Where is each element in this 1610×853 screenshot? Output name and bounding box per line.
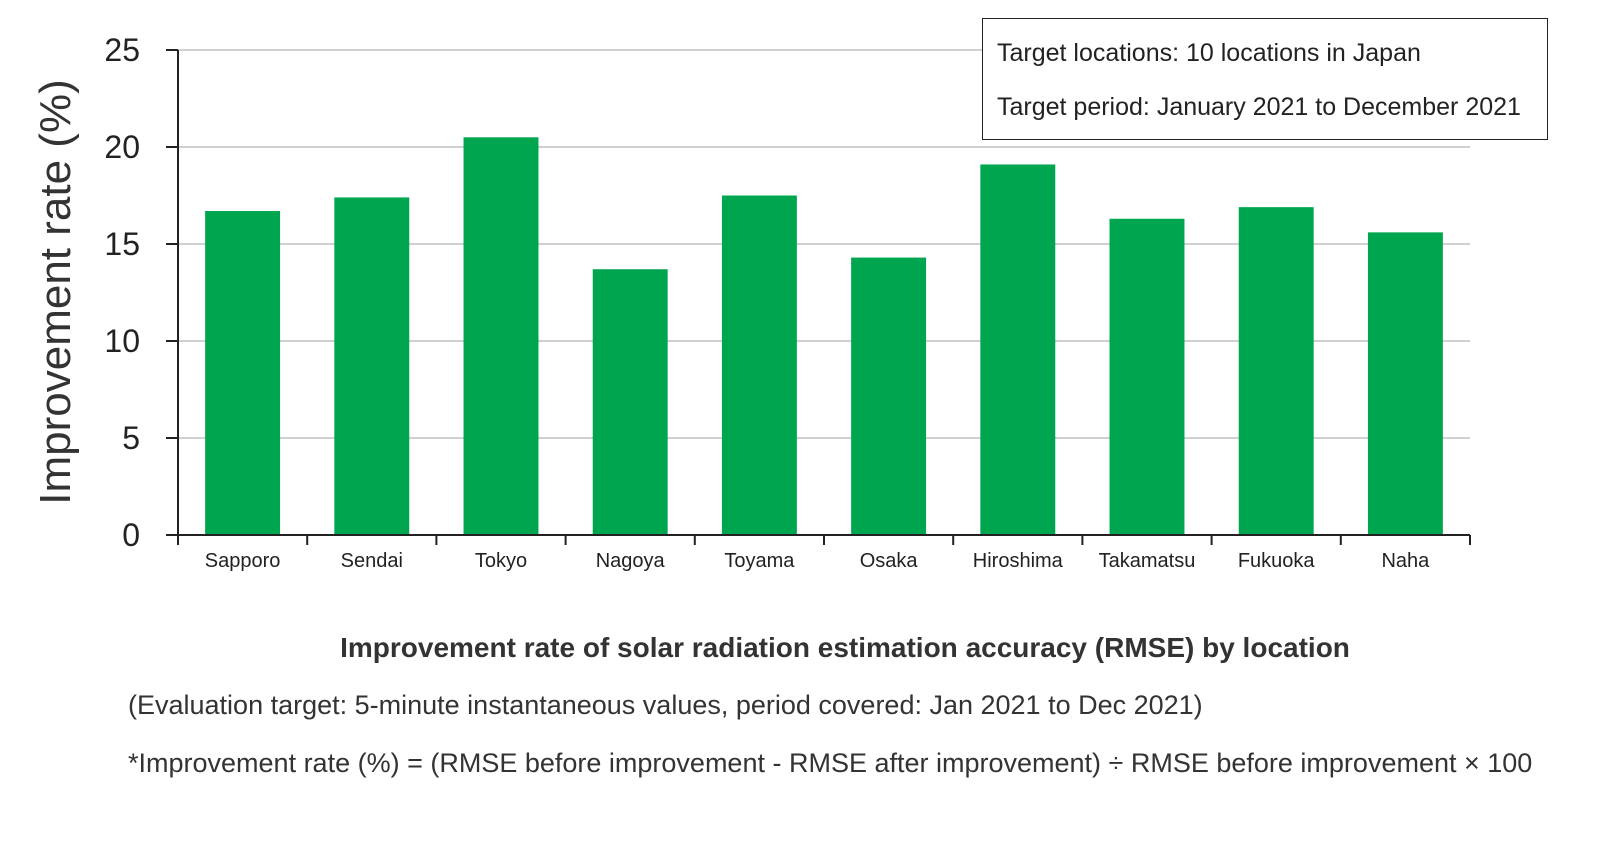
- x-tick-label: Osaka: [860, 550, 919, 572]
- x-tick-label: Tokyo: [475, 550, 527, 572]
- x-tick-label: Sendai: [341, 550, 403, 572]
- x-tick-label: Nagoya: [596, 550, 666, 572]
- bar-fukuoka: [1238, 207, 1314, 535]
- bar-toyama: [721, 195, 797, 535]
- y-axis-label: Improvement rate (%): [31, 79, 80, 504]
- annotation-target-locations: Target locations: 10 locations in Japan: [997, 39, 1421, 67]
- bar-osaka: [851, 257, 927, 535]
- x-tick-label: Toyama: [724, 550, 795, 572]
- x-tick-label: Sapporo: [205, 550, 281, 572]
- bar-chart: 0 5 10 15 20 25 Sapporo Sendai Tokyo Nagoya Toyama…: [31, 32, 1471, 572]
- bar-takamatsu: [1109, 218, 1185, 535]
- bar-nagoya: [592, 269, 668, 535]
- bar-sapporo: [205, 211, 281, 535]
- x-tick-label: Takamatsu: [1099, 550, 1196, 572]
- annotation-box: Target locations: 10 locations in Japan …: [982, 18, 1548, 140]
- y-tick-label: 10: [104, 323, 140, 359]
- x-tick-label: Fukuoka: [1238, 550, 1316, 572]
- bars: [205, 137, 1443, 536]
- bar-sendai: [334, 197, 410, 535]
- annotation-target-period: Target period: January 2021 to December …: [997, 93, 1521, 121]
- caption-note-evaluation: (Evaluation target: 5-minute instantaneo…: [128, 690, 1203, 720]
- y-tick-label: 25: [104, 32, 140, 68]
- axes: 0 5 10 15 20 25 Sapporo Sendai Tokyo Nagoya Toyama…: [104, 32, 1471, 572]
- bar-hiroshima: [980, 164, 1056, 535]
- caption-note-formula: *Improvement rate (%) = (RMSE before imp…: [128, 748, 1533, 778]
- bar-tokyo: [463, 137, 539, 536]
- y-tick-label: 20: [104, 129, 140, 165]
- x-tick-label: Naha: [1381, 550, 1430, 572]
- y-tick-label: 5: [122, 420, 140, 456]
- y-tick-label: 0: [122, 517, 140, 553]
- y-tick-label: 15: [104, 226, 140, 262]
- bar-naha: [1367, 232, 1443, 536]
- caption-title: Improvement rate of solar radiation esti…: [340, 632, 1350, 663]
- x-tick-label: Hiroshima: [973, 550, 1064, 572]
